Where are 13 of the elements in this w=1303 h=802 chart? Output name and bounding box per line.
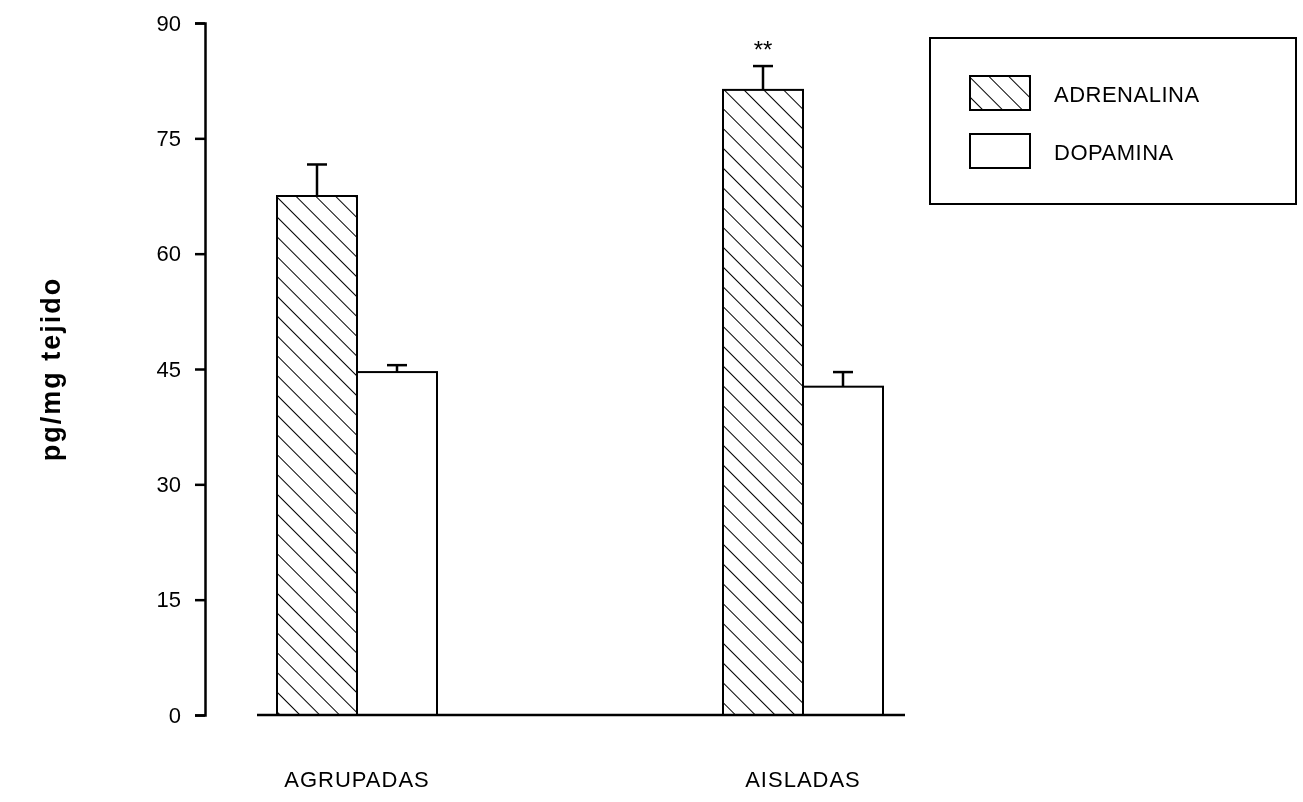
x-tick-label: AGRUPADAS	[284, 767, 430, 792]
x-tick-label: AISLADAS	[745, 767, 861, 792]
y-tick-label: 90	[156, 10, 181, 36]
legend-label: DOPAMINA	[1054, 140, 1174, 165]
legend-label: ADRENALINA	[1054, 82, 1200, 107]
y-tick-label: 30	[156, 471, 181, 497]
y-tick-label: 0	[168, 702, 181, 728]
y-tick-label: 75	[156, 125, 181, 151]
annotation: **	[753, 36, 773, 64]
y-axis-title: pg/mg tejido	[36, 276, 66, 462]
y-tick-label: 60	[156, 241, 181, 267]
y-tick-label: 45	[156, 356, 181, 382]
y-tick-label: 15	[156, 587, 181, 613]
